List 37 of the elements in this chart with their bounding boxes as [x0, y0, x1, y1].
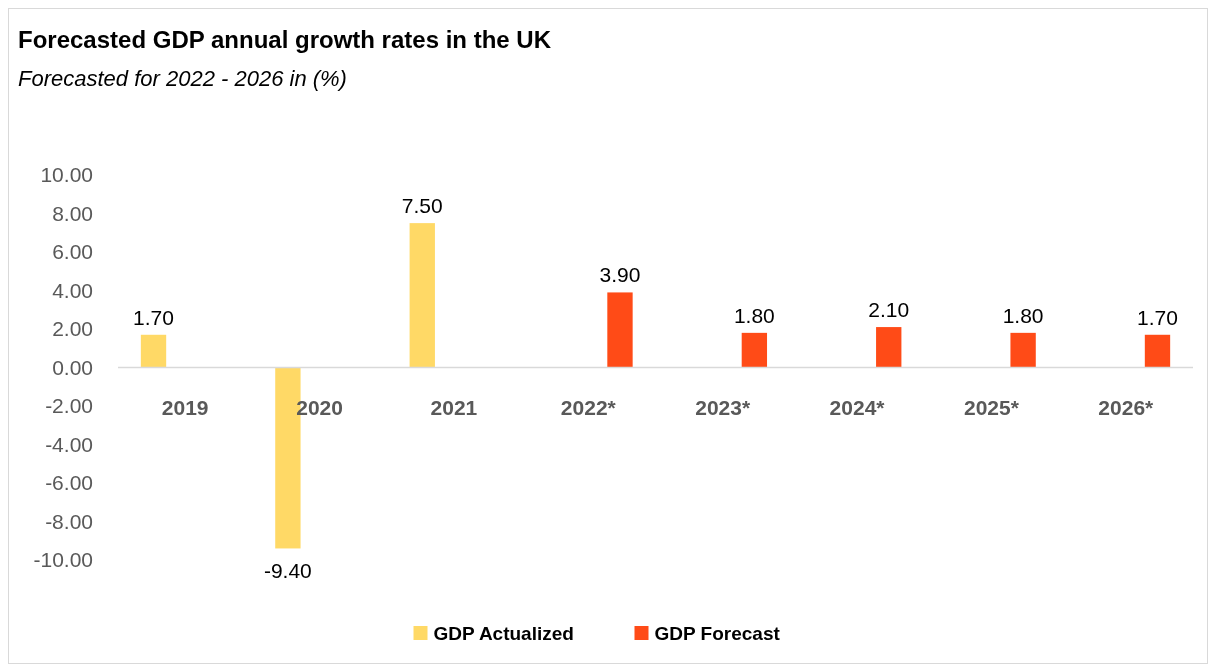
- bar: [876, 327, 902, 368]
- legend-label: GDP Actualized: [433, 623, 574, 644]
- bar: [140, 334, 167, 368]
- bar: [1144, 334, 1171, 368]
- y-tick-label: 6.00: [52, 240, 93, 263]
- y-tick-label: 2.00: [52, 317, 93, 340]
- data-label: 1.80: [733, 303, 775, 327]
- data-label: 3.90: [599, 263, 641, 287]
- bar: [409, 223, 435, 368]
- y-tick-label: -6.00: [45, 471, 93, 494]
- x-tick-label: 2019: [161, 395, 209, 419]
- y-tick-label: -4.00: [45, 432, 93, 456]
- bar: [607, 292, 633, 368]
- y-tick-label: -10.00: [33, 548, 93, 571]
- x-tick-label: 2021: [430, 395, 478, 419]
- data-label: 7.50: [401, 194, 443, 218]
- y-tick-label: 8.00: [52, 201, 93, 225]
- y-tick-label: -8.00: [45, 509, 93, 533]
- x-tick-label: 2023*: [695, 395, 751, 419]
- y-tick-label: 0.00: [52, 355, 93, 379]
- bar: [1010, 332, 1036, 368]
- data-label: 1.80: [1002, 303, 1044, 327]
- chart-title: Forecasted GDP annual growth rates in the UK: [18, 26, 552, 53]
- chart-subtitle: Forecasted for 2022 - 2026 in (%): [18, 66, 347, 91]
- y-tick-label: 4.00: [52, 278, 93, 302]
- bar: [741, 332, 768, 368]
- x-tick-label: 2024*: [829, 395, 886, 419]
- x-tick-label: 2022*: [560, 395, 617, 419]
- legend-label: GDP Forecast: [654, 623, 781, 644]
- x-tick-label: 2026*: [1098, 395, 1155, 419]
- x-tick-label: 2025*: [963, 395, 1020, 419]
- y-tick-label: 10.00: [40, 163, 93, 186]
- data-label: 1.70: [133, 305, 174, 329]
- y-tick-label: -2.00: [45, 394, 93, 417]
- data-label: 2.10: [868, 298, 910, 322]
- data-label: 1.70: [1137, 305, 1178, 329]
- data-label: -9.40: [263, 559, 312, 583]
